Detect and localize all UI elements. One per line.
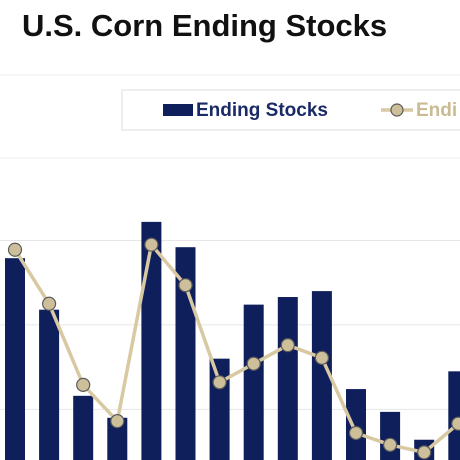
line-marker	[110, 414, 125, 429]
bar	[73, 395, 94, 460]
line-marker	[280, 338, 295, 353]
line-marker	[41, 296, 57, 311]
bar	[448, 371, 460, 460]
bar	[346, 389, 366, 460]
line-marker	[246, 356, 261, 371]
chart-title: U.S. Corn Ending Stocks	[22, 8, 387, 43]
line-marker	[144, 237, 159, 252]
bar	[243, 304, 264, 460]
line-marker	[451, 416, 460, 431]
bar	[277, 297, 298, 460]
line-marker	[383, 437, 398, 452]
line-marker	[417, 445, 432, 460]
legend-label: Ending Stocks	[196, 100, 328, 121]
legend-swatch	[390, 103, 404, 117]
bar	[380, 411, 401, 460]
line-marker	[7, 242, 23, 257]
legend-swatch	[163, 104, 193, 116]
line-marker	[178, 278, 193, 293]
bar	[311, 291, 332, 460]
legend-label: Endi	[416, 100, 457, 121]
line-marker	[76, 377, 91, 392]
bar	[39, 309, 60, 460]
bar	[141, 221, 162, 460]
line-marker	[348, 425, 364, 441]
bar	[5, 258, 25, 460]
line-marker	[314, 350, 329, 365]
bar	[107, 417, 128, 460]
bar	[209, 358, 230, 460]
line-marker	[212, 375, 227, 390]
